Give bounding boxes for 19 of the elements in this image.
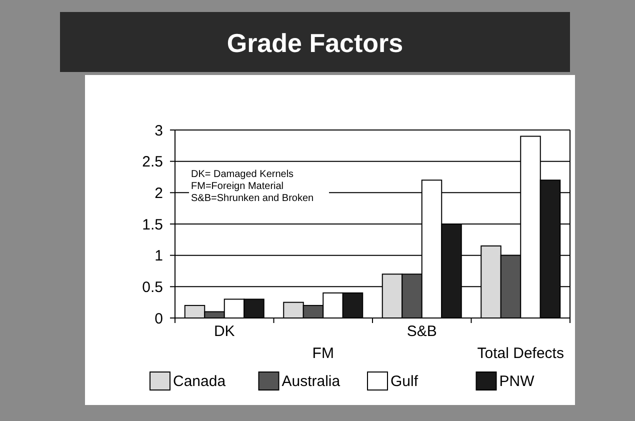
annotation: DK= Damaged Kernels (191, 169, 294, 180)
y-tick-label: 0.5 (142, 278, 163, 296)
x-tick-label: FM (312, 345, 334, 362)
y-tick-label: 0 (154, 310, 163, 328)
y-tick-label: 1.5 (142, 216, 163, 234)
y-tick-label: 3 (154, 122, 163, 140)
annotation: S&B=Shrunken and Broken (191, 193, 314, 204)
x-tick-label: DK (214, 323, 235, 340)
legend-label: Gulf (390, 373, 419, 390)
legend-label: PNW (499, 373, 536, 390)
y-tick-label: 2 (154, 184, 163, 202)
legend-label: Australia (282, 373, 341, 390)
chart-title: Grade Factors (226, 28, 404, 58)
annotation: FM=Foreign Material (191, 181, 284, 192)
y-tick-label: 2.5 (142, 154, 163, 171)
legend-label: Canada (173, 373, 226, 390)
y-tick-label: 1 (154, 248, 163, 265)
x-tick-label: S&B (406, 323, 437, 340)
x-tick-label: Total Defects (477, 345, 564, 362)
